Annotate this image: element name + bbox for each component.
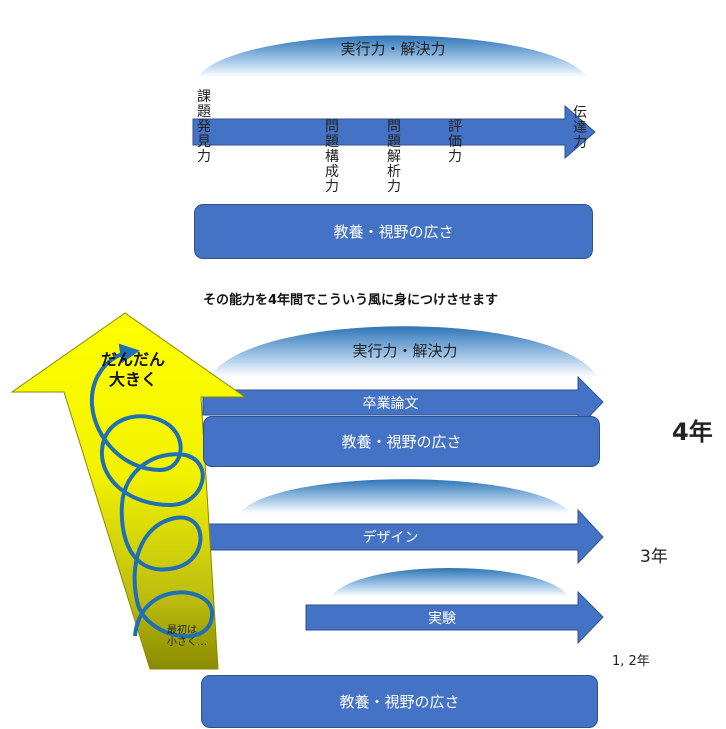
growth-label-bottom-line1: 最初は [167, 625, 197, 636]
year12-arrow [305, 590, 604, 645]
growth-label-top: だんだん 大きく [88, 350, 178, 390]
growth-arrow [10, 312, 247, 670]
caption-text: その能力を4年間でこういう風に身につけさせます [203, 293, 499, 308]
year4-arrow [202, 375, 604, 430]
arrow-label-mid3: 評価力 [448, 119, 462, 165]
year3-dome [235, 479, 575, 522]
top-dome [193, 35, 592, 88]
arrow-label-start: 課題発見力 [197, 89, 211, 165]
year4-dome [205, 326, 603, 390]
year12-arrow-label: 実験 [428, 611, 456, 627]
year3-arrow [202, 508, 604, 565]
top-base-box: 教養・視野の広さ [194, 204, 593, 259]
year12-dome [328, 568, 572, 604]
growth-label-top-line1: だんだん [100, 350, 165, 369]
year12-label: 1, 2年 [612, 654, 650, 669]
arrow-label-mid2: 問題解析力 [387, 119, 401, 195]
arrow-label-mid1: 問題構成力 [325, 119, 339, 195]
arrow-label-end: 伝達力 [573, 105, 587, 151]
top-process-arrow [192, 104, 596, 160]
growth-label-bottom-line2: 小さく… [167, 637, 207, 648]
year4-arrow-label: 卒業論文 [362, 396, 419, 412]
year4-label: 4年 [672, 418, 713, 446]
swirl-line [89, 343, 215, 639]
growth-label-bottom: 最初は 小さく… [167, 625, 217, 649]
top-dome-label: 実行力・解決力 [340, 40, 446, 58]
year4-box: 教養・視野の広さ [203, 416, 600, 467]
year3-arrow-label: デザイン [362, 530, 419, 546]
year4-dome-label: 実行力・解決力 [352, 342, 458, 360]
growth-label-top-line2: 大きく [108, 370, 157, 389]
bottom-base-box: 教養・視野の広さ [201, 675, 598, 728]
year3-label: 3年 [640, 547, 668, 567]
